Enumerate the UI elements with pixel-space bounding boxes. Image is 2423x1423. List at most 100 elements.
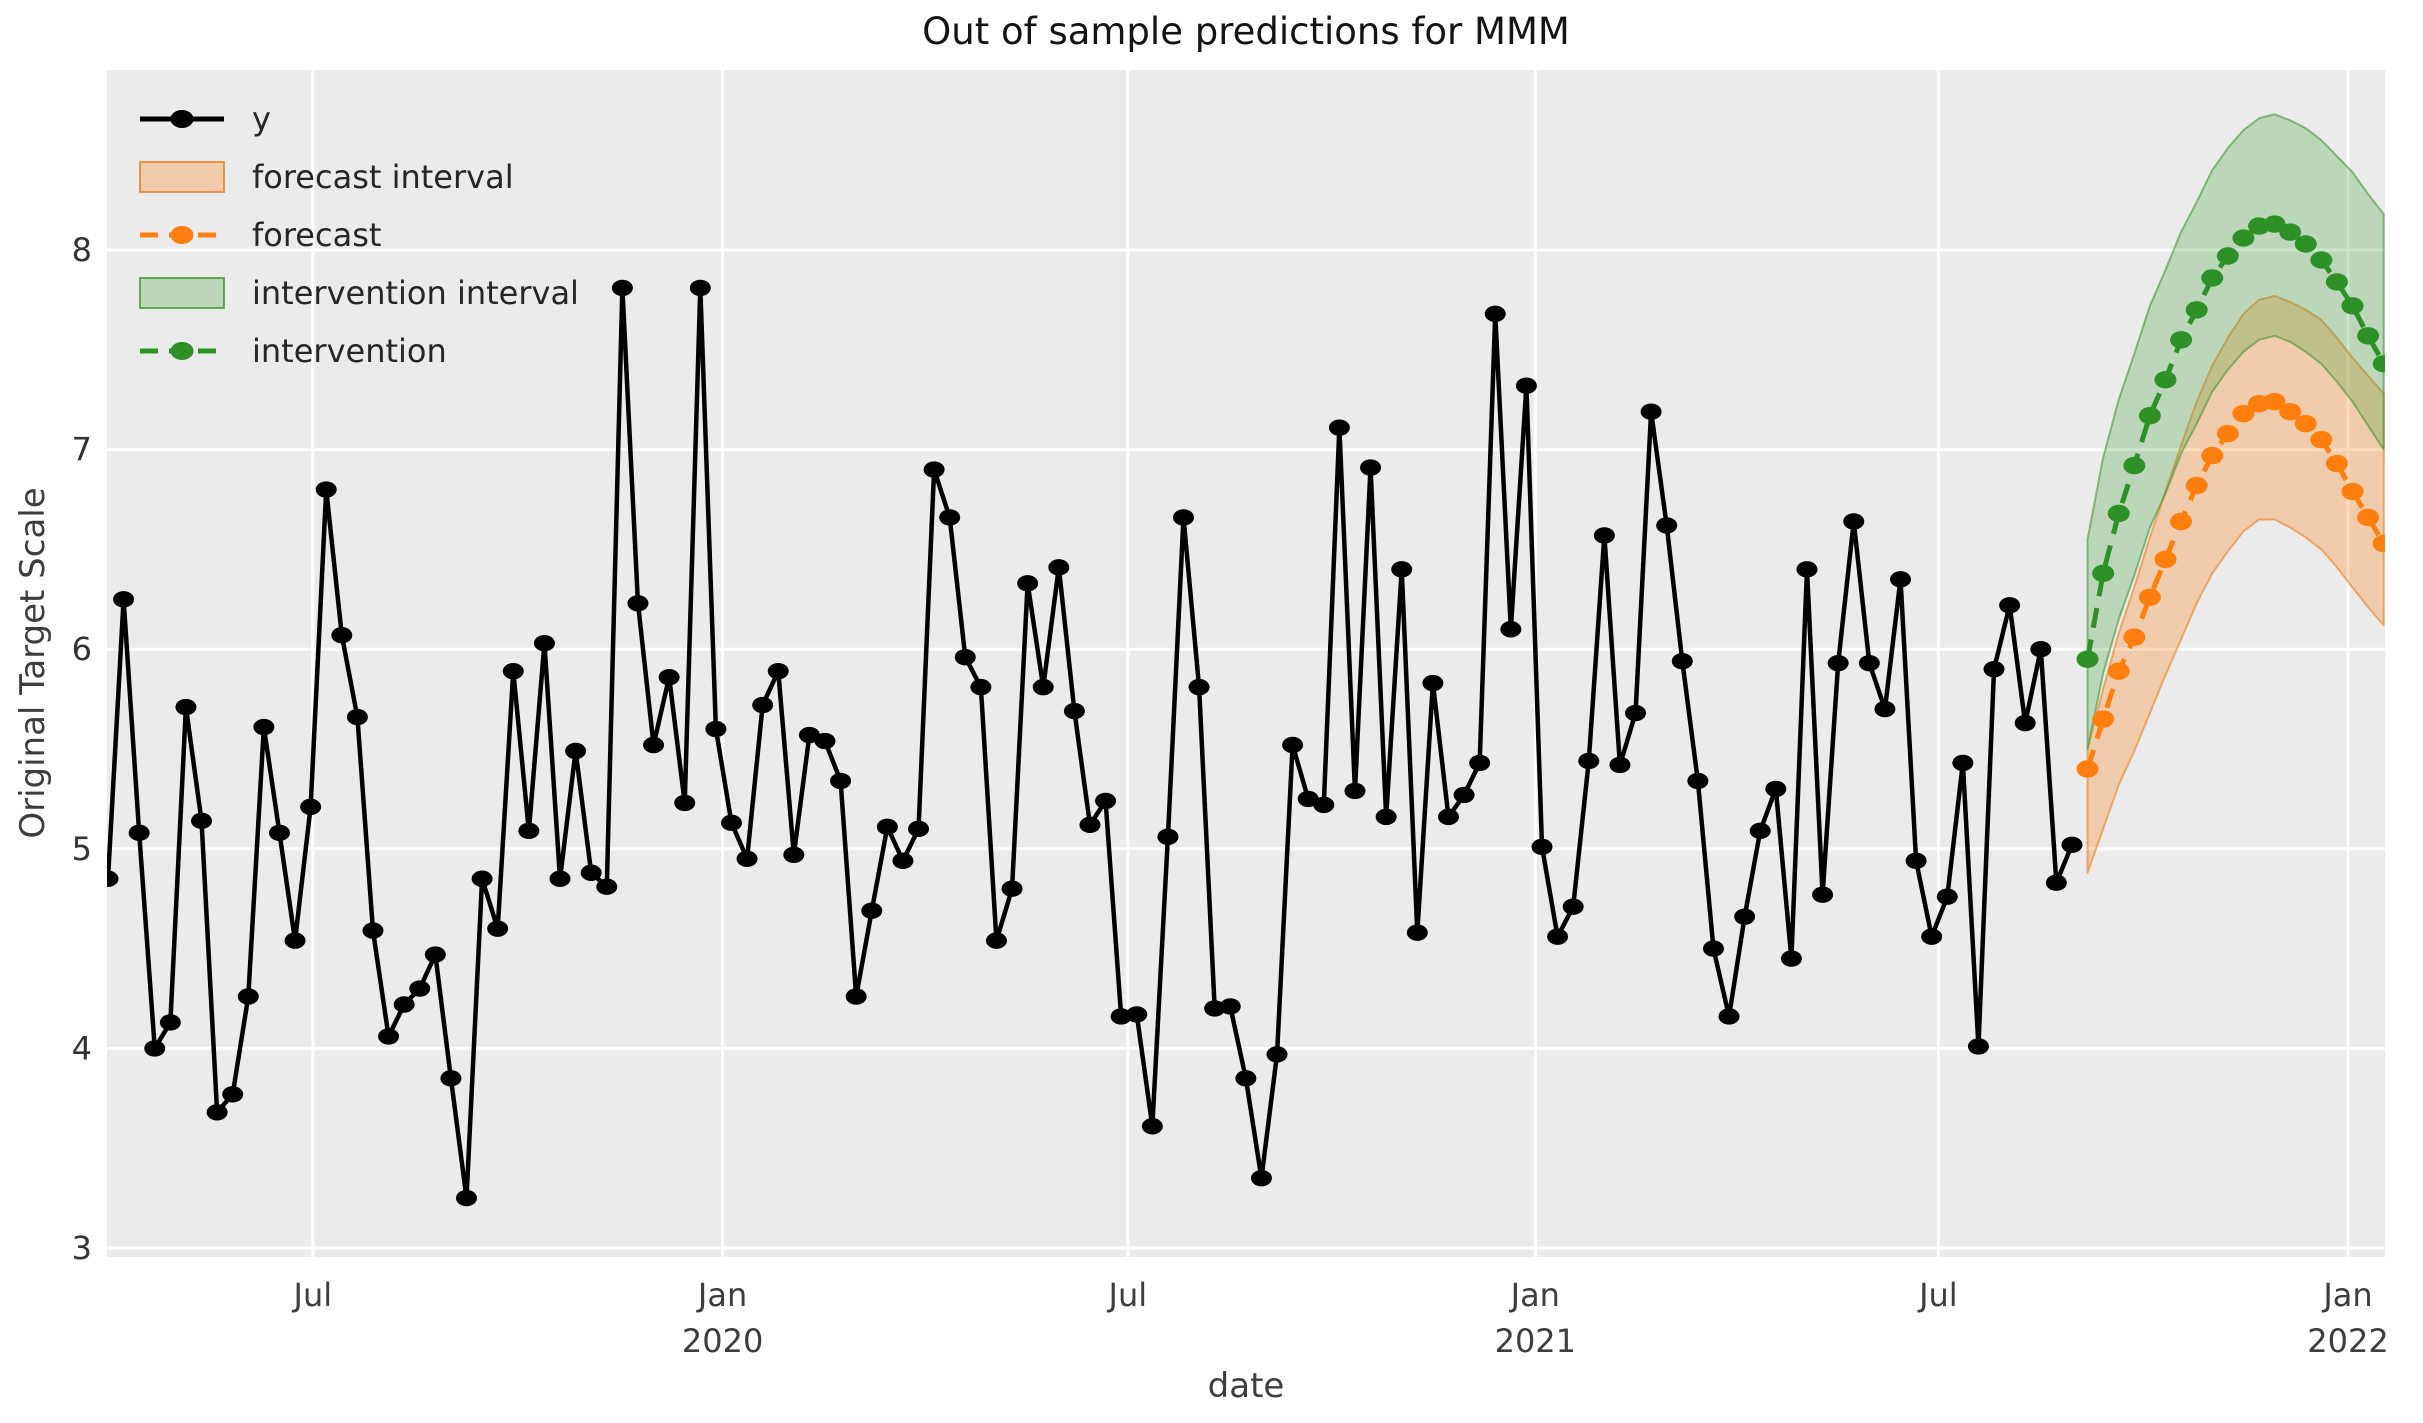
y-series-point [471, 870, 493, 887]
intervention-series-point [2216, 247, 2239, 265]
x-tick-year-label: 2021 [1495, 1322, 1576, 1360]
x-tick-label: Jul [292, 1276, 333, 1314]
y-series-point [1749, 822, 1771, 840]
y-series-point [611, 279, 633, 297]
x-tick-year-label: 2020 [682, 1322, 763, 1360]
x-tick-year-label: 2022 [2307, 1322, 2388, 1360]
y-series-point [767, 662, 789, 680]
intervention-series-point [2092, 564, 2115, 583]
intervention-series-point [2232, 229, 2255, 247]
x-axis-label: date [1207, 1366, 1285, 1406]
y-tick-label: 8 [72, 231, 92, 269]
y-series-point [1204, 1000, 1226, 1017]
forecast-series-point [2185, 476, 2208, 495]
y-series-point [627, 595, 649, 612]
legend-item-forecast: forecast [138, 206, 579, 264]
y-series-point [268, 824, 290, 842]
y-series-point [830, 772, 852, 790]
y-series-point [362, 922, 384, 939]
legend-line-swatch [140, 226, 224, 244]
y-series-point [939, 509, 961, 526]
legend-item-intervention: intervention [138, 322, 579, 380]
legend-label: y [252, 100, 271, 138]
y-series-point [378, 1028, 400, 1045]
y-series-point [1562, 898, 1584, 915]
y-series-point [1173, 509, 1195, 526]
y-series-point [1687, 772, 1709, 790]
y-series-point [1547, 928, 1569, 945]
y-series-point [1905, 852, 1927, 869]
forecast-series-point [2232, 404, 2255, 423]
y-tick-label: 4 [72, 1029, 92, 1067]
intervention-series-point [2107, 504, 2130, 523]
legend-line-swatch [140, 342, 224, 360]
y-series-point [2014, 714, 2036, 732]
y-series-point [1983, 660, 2005, 678]
intervention-series-point [2263, 215, 2286, 233]
intervention-series-point [2294, 235, 2317, 253]
y-series-point [1063, 702, 1085, 720]
y-series-point [1328, 419, 1350, 436]
y-series-point [1344, 782, 1366, 800]
y-series-point [206, 1104, 228, 1121]
intervention-series-markers [2076, 215, 2385, 668]
y-series-point [1952, 754, 1974, 772]
y-series-point [1874, 700, 1896, 718]
intervention-series-point [2357, 327, 2380, 345]
legend-label: forecast interval [252, 158, 514, 196]
legend-item-y: y [138, 90, 579, 148]
y-series-point [1235, 1070, 1257, 1087]
y-series-point [1282, 736, 1304, 754]
y-series-point [1360, 459, 1382, 476]
y-series-point [107, 870, 119, 887]
y-series-point [409, 980, 431, 997]
legend-patch-swatch [139, 277, 225, 309]
y-series-point [393, 996, 415, 1013]
y-series-point [1718, 1008, 1740, 1025]
y-series-point [128, 824, 150, 842]
y-series-point [1967, 1038, 1989, 1055]
legend-patch-swatch [139, 161, 225, 193]
y-series-point [1095, 792, 1117, 810]
y-series-point [2030, 641, 2052, 658]
y-series-point [1843, 513, 1865, 530]
intervention-series-point [2138, 406, 2161, 425]
y-series-point [1890, 571, 1912, 588]
legend: y forecast interval forecast intervention i… [138, 90, 579, 380]
y-series-point [1453, 786, 1475, 804]
y-series-point [1017, 575, 1039, 592]
y-series-point [876, 818, 898, 836]
y-series-point [970, 678, 992, 696]
y-series-point [1001, 880, 1023, 897]
y-series-point [1734, 908, 1756, 925]
y-series-point [1406, 924, 1428, 941]
y-series-point [424, 946, 446, 963]
y-series-point [533, 635, 555, 652]
y-series-point [1796, 561, 1818, 578]
forecast-series-point [2201, 446, 2224, 465]
y-series-point [580, 864, 602, 881]
forecast-interval-band [2086, 294, 2385, 874]
y-series-point [175, 698, 197, 716]
forecast-series-point [2357, 508, 2380, 527]
y-series-point [1032, 678, 1054, 696]
plot-background [107, 70, 2385, 1257]
y-series-point [658, 668, 680, 686]
y-series-point [253, 718, 275, 736]
y-series-point [1048, 559, 1070, 576]
y-series-point [1999, 597, 2021, 614]
y-series-point [284, 932, 306, 949]
forecast-series-point [2123, 628, 2146, 646]
y-series-point [1921, 928, 1943, 945]
y-series-point [1126, 1006, 1148, 1023]
legend-label: intervention interval [252, 274, 579, 312]
y-series-point [1531, 838, 1553, 856]
y-series-point [222, 1086, 244, 1103]
forecast-series-point [2372, 534, 2385, 553]
y-series-point [954, 648, 976, 666]
y-series-point [315, 481, 337, 498]
legend-line-swatch [140, 110, 224, 128]
y-series-point [674, 794, 696, 812]
y-series-point [1188, 678, 1210, 696]
y-series-point [1110, 1008, 1132, 1025]
